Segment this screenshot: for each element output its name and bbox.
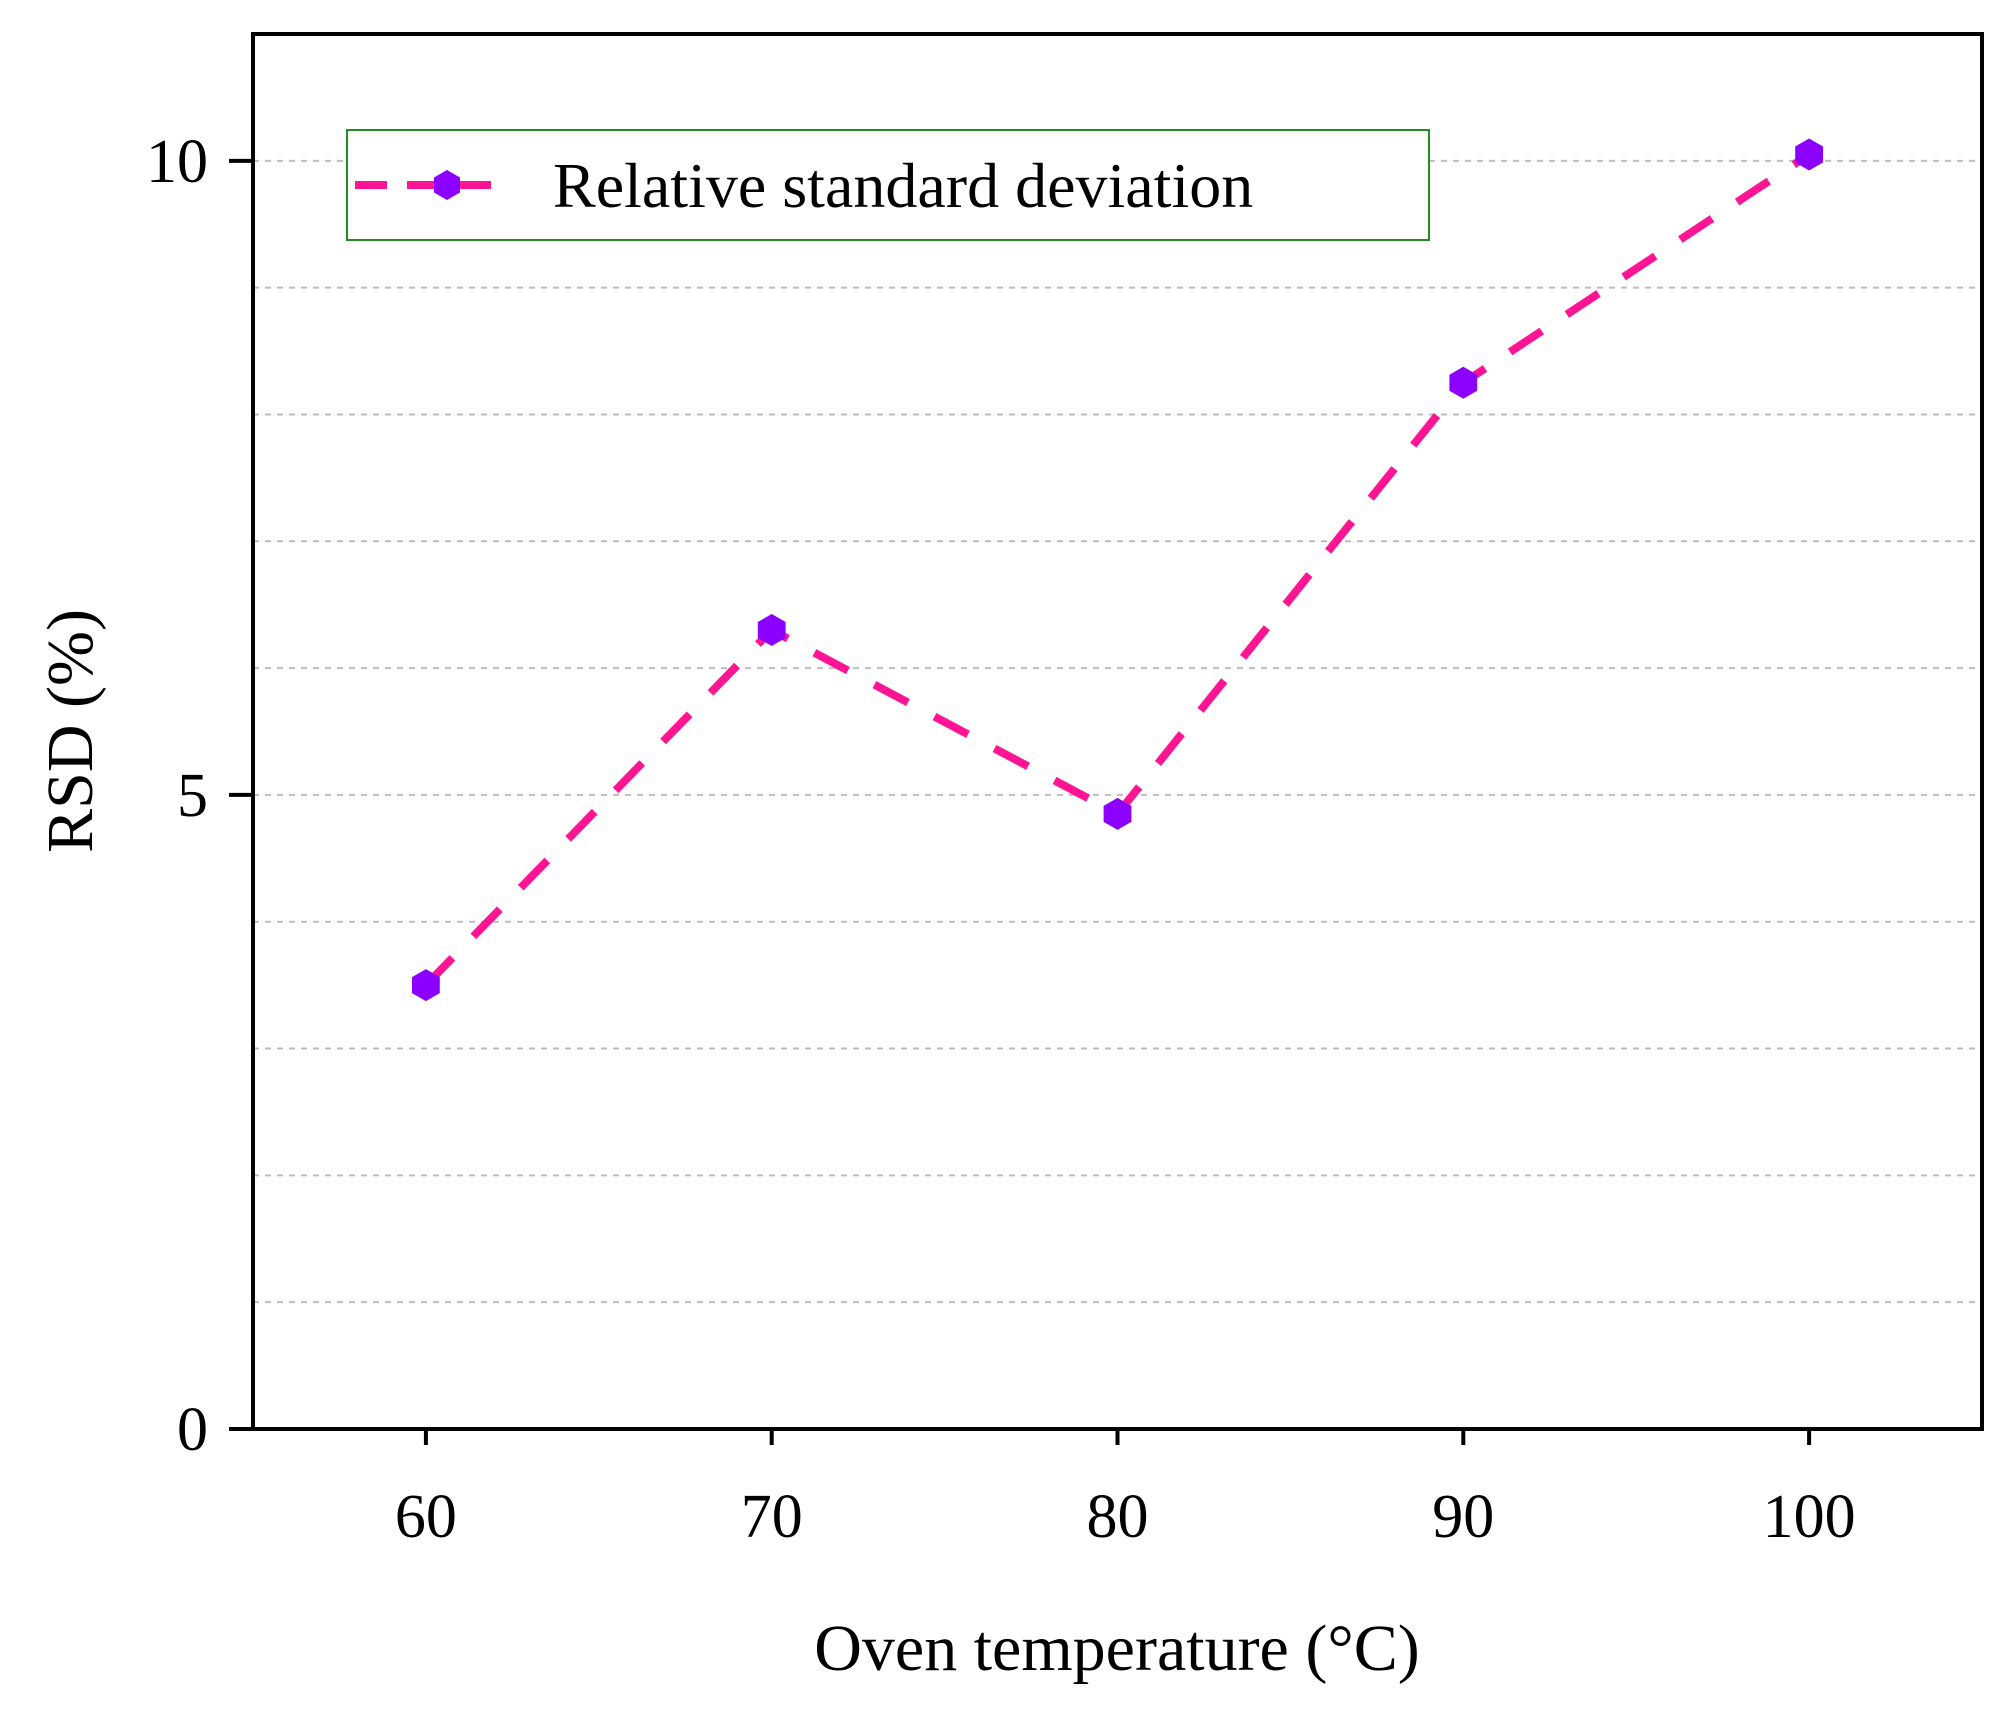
plot-frame — [251, 32, 1984, 1431]
y-axis-label: RSD (%) — [34, 609, 107, 853]
x-tick-label: 70 — [741, 1483, 803, 1551]
legend: Relative standard deviation — [346, 129, 1430, 241]
data-point-marker — [412, 969, 440, 1002]
data-point-marker — [1449, 366, 1478, 399]
legend-box — [346, 129, 1430, 241]
grid-lines — [253, 159, 1982, 1304]
legend-marker — [434, 170, 460, 200]
data-point-marker — [1795, 138, 1823, 171]
series-line — [423, 151, 1812, 988]
x-tick-label: 90 — [1432, 1483, 1494, 1551]
x-axis-label: Oven temperature (°C) — [814, 1612, 1419, 1685]
x-tick-label: 60 — [395, 1483, 457, 1551]
y-tick-label: 5 — [177, 762, 208, 830]
axes: 60 70 80 90 100 0 5 10 — [146, 128, 1856, 1551]
y-tick-label: 0 — [177, 1396, 208, 1464]
data-point-marker — [757, 614, 786, 646]
x-tick-label: 100 — [1763, 1483, 1856, 1551]
y-tick-label: 10 — [146, 128, 208, 196]
x-tick-label: 80 — [1087, 1483, 1149, 1551]
series-layer — [412, 138, 1823, 1002]
legend-label: Relative standard deviation — [553, 150, 1253, 221]
data-point-marker — [1103, 797, 1132, 830]
